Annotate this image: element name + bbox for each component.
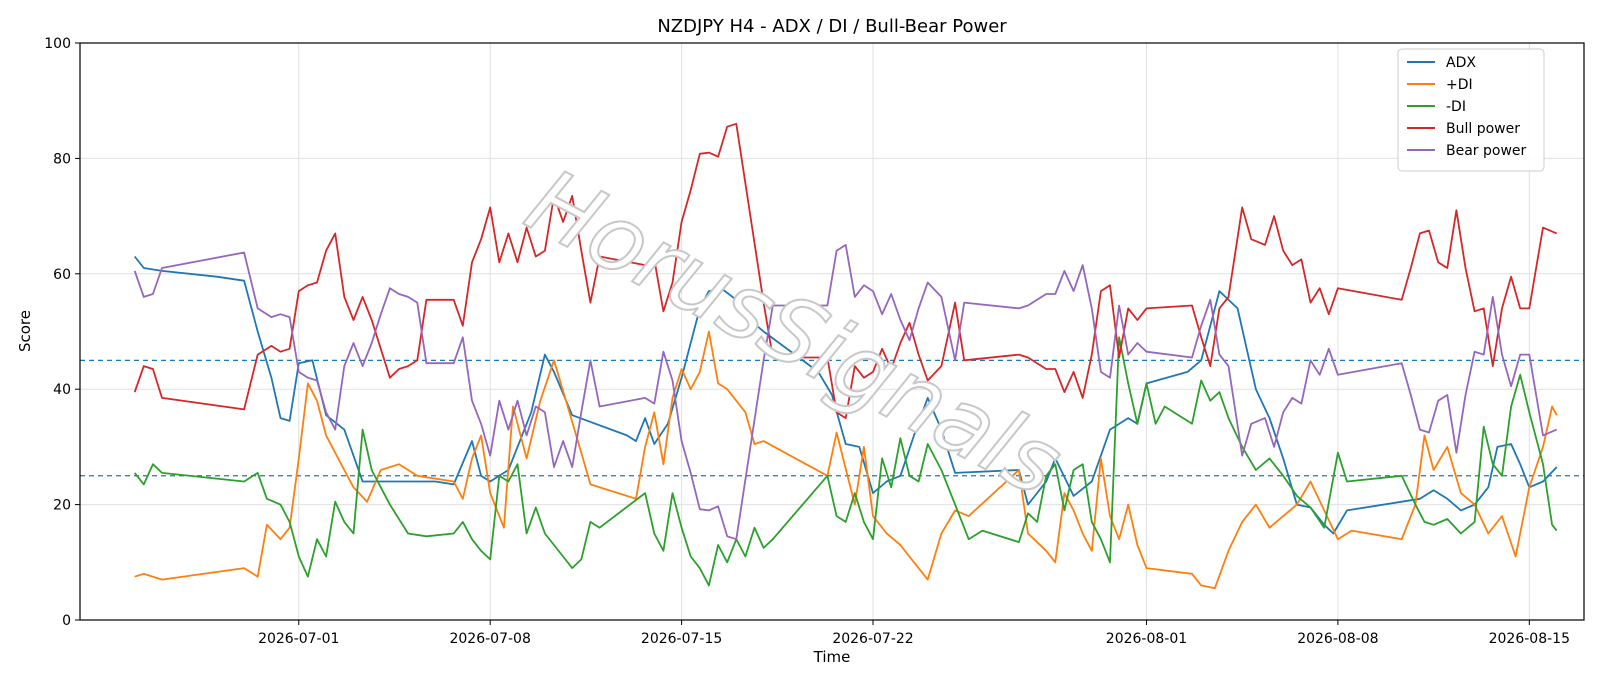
x-axis: 2026-07-01 2026-07-08 2026-07-15 2026-07-22… <box>258 620 1570 647</box>
chart-title: NZDJPY H4 - ADX / DI / Bull-Bear Power <box>657 16 1007 37</box>
legend-label: Bull power <box>1446 121 1520 137</box>
legend: ADX +DI -DI Bull power Bear power <box>1397 48 1545 172</box>
x-tick-label: 2026-07-08 <box>449 631 530 647</box>
x-tick-label: 2026-07-01 <box>258 631 339 647</box>
y-tick-label: 60 <box>53 267 71 283</box>
series-line-bull-power <box>133 122 1558 419</box>
y-tick-label: 100 <box>44 36 71 52</box>
series-line-bear-power <box>133 244 1558 541</box>
x-tick-label: 2026-07-15 <box>641 631 722 647</box>
legend-label: +DI <box>1446 77 1473 93</box>
x-tick-label: 2026-08-08 <box>1297 631 1378 647</box>
x-axis-title: Time <box>813 648 851 666</box>
x-tick-label: 2026-08-15 <box>1489 631 1570 647</box>
x-tick-label: 2026-07-22 <box>832 631 913 647</box>
y-tick-label: 80 <box>53 151 71 167</box>
legend-box <box>1397 48 1545 172</box>
legend-label: -DI <box>1446 99 1466 115</box>
y-tick-label: 0 <box>62 613 71 629</box>
y-axis-title: Score <box>16 310 34 352</box>
y-axis: 0 20 40 60 80 100 <box>44 36 80 629</box>
plot-frame <box>79 42 1585 621</box>
series-lines <box>133 122 1558 590</box>
legend-label: Bear power <box>1446 143 1527 159</box>
y-tick-label: 40 <box>53 382 71 398</box>
series-line--di <box>134 330 1558 590</box>
y-tick-label: 20 <box>53 498 71 514</box>
legend-label: ADX <box>1446 55 1476 71</box>
x-tick-label: 2026-08-01 <box>1106 631 1187 647</box>
series-line--di <box>133 336 1558 587</box>
